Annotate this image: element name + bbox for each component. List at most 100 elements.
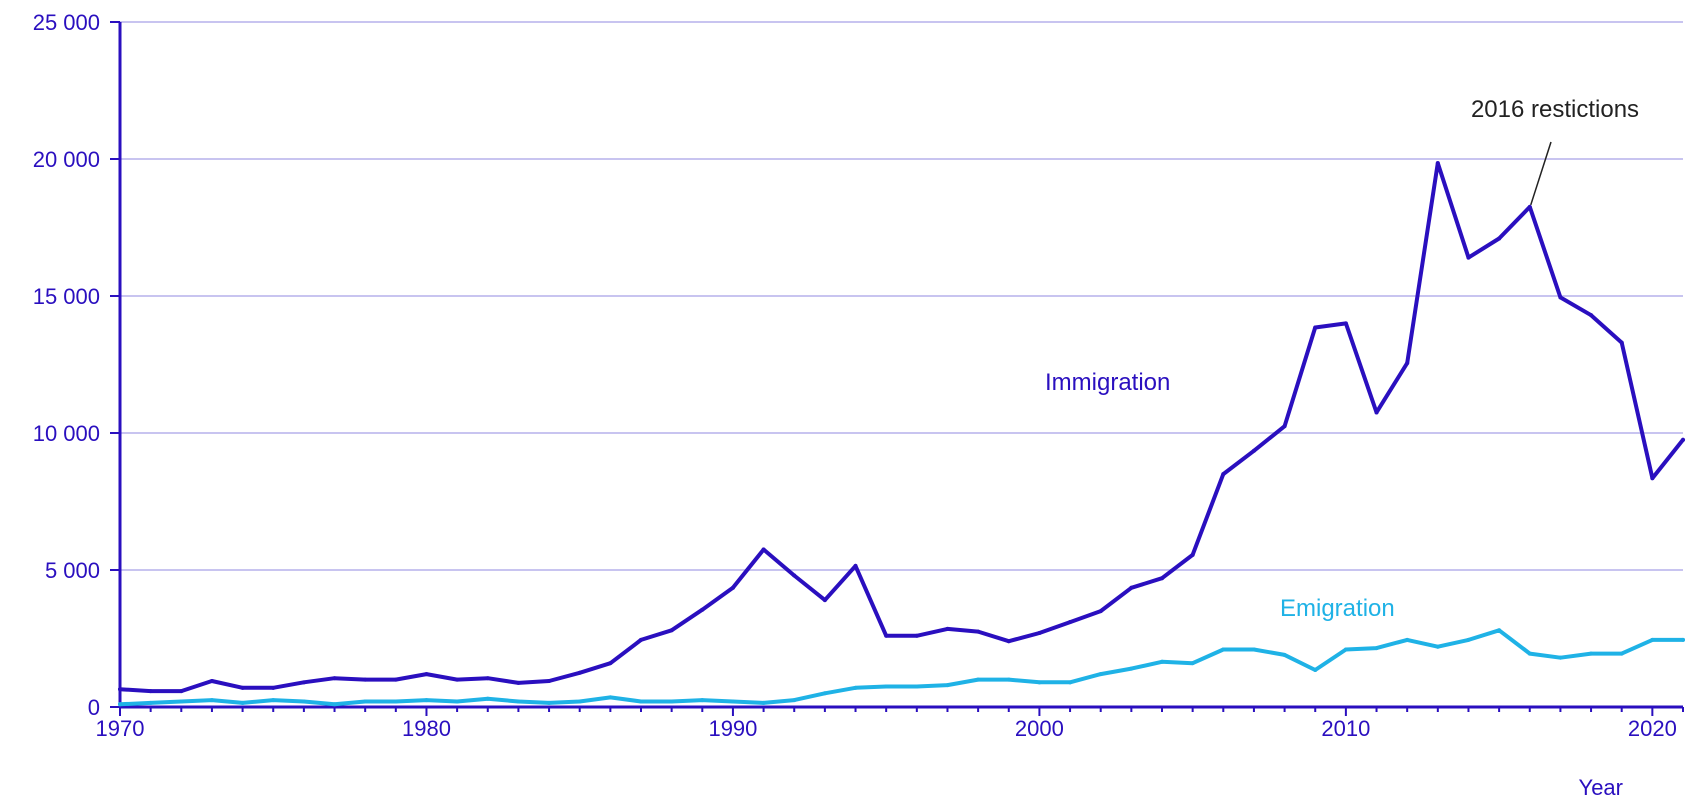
series-line-emigration xyxy=(118,628,1685,707)
data-point xyxy=(1497,628,1502,633)
data-point xyxy=(639,699,643,704)
data-point xyxy=(271,698,276,703)
data-point xyxy=(1619,651,1624,656)
data-point xyxy=(209,698,214,703)
data-point xyxy=(424,698,429,703)
x-axis-label: Year xyxy=(1579,775,1623,799)
y-tick-label: 5 000 xyxy=(45,558,100,583)
data-point xyxy=(240,685,245,690)
data-point xyxy=(148,700,153,705)
data-point xyxy=(730,585,735,590)
data-point xyxy=(700,607,705,612)
data-point xyxy=(1190,661,1195,666)
data-point xyxy=(301,699,306,704)
data-point xyxy=(516,699,521,704)
data-point xyxy=(271,685,276,690)
series-label-emigration: Emigration xyxy=(1280,595,1395,622)
data-point xyxy=(547,700,552,705)
data-point xyxy=(1006,677,1011,682)
data-point xyxy=(485,696,490,701)
data-point xyxy=(1466,255,1471,260)
data-point xyxy=(1129,666,1134,671)
x-tick-label: 1980 xyxy=(402,716,451,741)
data-point xyxy=(1374,410,1379,415)
data-point xyxy=(976,677,981,682)
data-point xyxy=(1282,652,1287,657)
data-point xyxy=(209,678,214,683)
data-point xyxy=(853,685,858,690)
data-point xyxy=(608,695,613,700)
data-point xyxy=(976,629,981,634)
data-point xyxy=(424,672,429,677)
data-point xyxy=(363,677,368,682)
data-point xyxy=(639,637,643,642)
data-point xyxy=(1160,659,1164,664)
data-point xyxy=(1527,204,1532,209)
data-point xyxy=(332,676,337,681)
x-tick-label: 1990 xyxy=(708,716,757,741)
data-point xyxy=(1435,161,1440,166)
annotation-leader-line xyxy=(1530,141,1552,206)
data-point xyxy=(945,683,950,688)
data-point xyxy=(1589,651,1594,656)
data-point xyxy=(792,573,797,578)
data-point xyxy=(669,699,674,704)
data-point xyxy=(393,699,398,704)
gridlines xyxy=(120,21,1683,571)
series-emigration xyxy=(118,628,1685,707)
data-point xyxy=(577,699,582,704)
data-point xyxy=(1589,313,1594,318)
data-point xyxy=(1190,552,1195,557)
data-point xyxy=(301,680,306,685)
data-point xyxy=(455,677,460,682)
series-labels: Immigration Emigration xyxy=(1045,369,1395,622)
data-point xyxy=(1313,668,1318,673)
data-point xyxy=(1650,637,1655,642)
data-point xyxy=(485,676,490,681)
data-point xyxy=(730,699,735,704)
data-point xyxy=(1282,424,1287,429)
x-tick-label: 2020 xyxy=(1628,716,1677,741)
data-point xyxy=(1006,639,1011,644)
data-point xyxy=(332,702,337,707)
data-point xyxy=(1650,476,1655,481)
series-immigration xyxy=(118,161,1685,694)
data-point xyxy=(1068,680,1073,685)
data-point xyxy=(1313,325,1318,330)
data-point xyxy=(1343,647,1348,652)
data-point xyxy=(1619,340,1624,345)
y-axis-tick-labels: 0 5 000 10 000 15 000 20 000 25 000 xyxy=(33,10,120,720)
y-tick-label: 10 000 xyxy=(33,421,100,446)
data-point xyxy=(1221,647,1226,652)
data-point xyxy=(884,684,889,689)
series-label-immigration: Immigration xyxy=(1045,369,1170,396)
data-point xyxy=(669,628,674,633)
data-point xyxy=(1251,647,1256,652)
data-point xyxy=(1068,620,1073,625)
data-point xyxy=(393,677,398,682)
series-layer xyxy=(118,161,1685,707)
data-point xyxy=(792,698,797,703)
data-point xyxy=(179,699,184,704)
data-point xyxy=(822,691,827,696)
y-tick-label: 25 000 xyxy=(33,10,100,35)
data-point xyxy=(577,670,582,675)
data-point xyxy=(1466,637,1471,642)
data-point xyxy=(1497,236,1502,241)
y-tick-label: 15 000 xyxy=(33,284,100,309)
data-point xyxy=(700,698,705,703)
data-point xyxy=(179,689,184,694)
data-point xyxy=(455,699,460,704)
data-point xyxy=(1221,472,1226,477)
data-point xyxy=(608,661,613,666)
data-point xyxy=(1037,631,1042,636)
data-point xyxy=(822,598,827,603)
data-point xyxy=(914,684,919,689)
data-point xyxy=(148,689,153,694)
data-point xyxy=(1558,295,1563,300)
data-point xyxy=(1160,576,1164,581)
data-point xyxy=(547,678,552,683)
data-point xyxy=(118,702,122,707)
data-point xyxy=(761,700,766,705)
